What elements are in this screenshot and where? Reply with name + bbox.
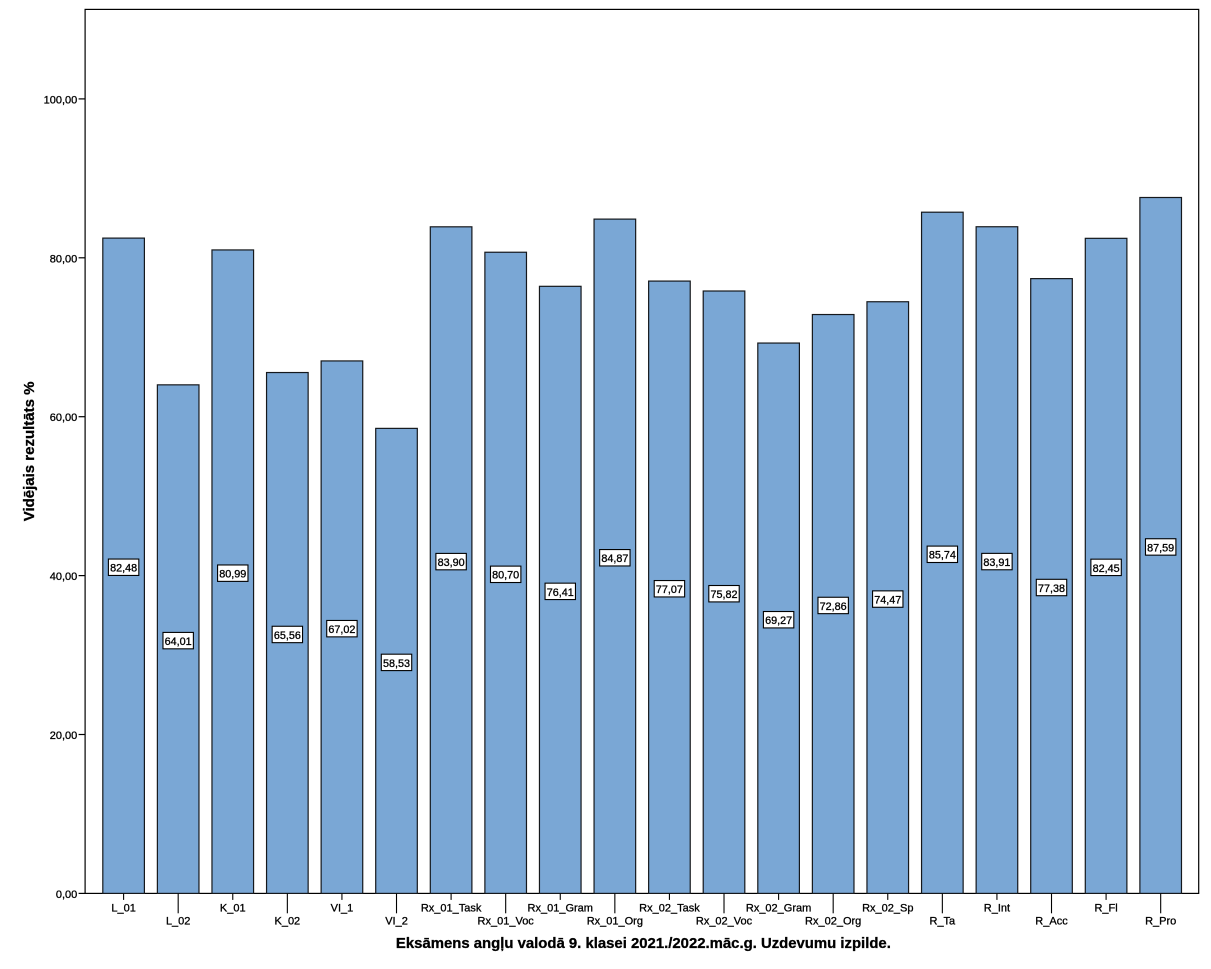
svg-text:72,86: 72,86 (820, 601, 847, 613)
svg-text:82,48: 82,48 (110, 563, 137, 575)
svg-text:77,38: 77,38 (1038, 583, 1065, 595)
svg-text:77,07: 77,07 (656, 584, 683, 596)
svg-text:80,99: 80,99 (219, 569, 246, 581)
svg-text:Eksāmens angļu valodā 9. klase: Eksāmens angļu valodā 9. klasei 2021./20… (396, 936, 891, 952)
svg-text:80,70: 80,70 (492, 570, 519, 582)
svg-text:VI_1: VI_1 (331, 903, 354, 915)
svg-text:R_Acc: R_Acc (1035, 916, 1068, 928)
svg-text:VI_2: VI_2 (385, 916, 408, 928)
svg-text:Rx_01_Task: Rx_01_Task (421, 903, 482, 915)
svg-text:K_02: K_02 (274, 916, 300, 928)
svg-text:R_Pro: R_Pro (1145, 916, 1176, 928)
svg-text:L_01: L_01 (111, 903, 135, 915)
svg-text:Rx_02_Org: Rx_02_Org (805, 916, 861, 928)
svg-text:75,82: 75,82 (710, 589, 737, 601)
svg-text:60,00: 60,00 (50, 412, 78, 424)
svg-text:Rx_01_Gram: Rx_01_Gram (528, 903, 593, 915)
svg-text:K_01: K_01 (220, 903, 246, 915)
svg-text:Rx_02_Voc: Rx_02_Voc (696, 916, 753, 928)
svg-text:58,53: 58,53 (383, 658, 410, 670)
svg-text:Rx_02_Task: Rx_02_Task (639, 903, 700, 915)
svg-text:87,59: 87,59 (1147, 542, 1174, 554)
svg-text:R_Ta: R_Ta (930, 916, 957, 928)
svg-text:20,00: 20,00 (50, 730, 78, 742)
svg-text:67,02: 67,02 (328, 624, 355, 636)
svg-text:R_Fl: R_Fl (1094, 903, 1117, 915)
svg-text:64,01: 64,01 (165, 636, 192, 648)
svg-text:84,87: 84,87 (601, 553, 628, 565)
svg-text:Rx_01_Org: Rx_01_Org (587, 916, 643, 928)
svg-text:L_02: L_02 (166, 916, 190, 928)
svg-text:65,56: 65,56 (274, 630, 301, 642)
svg-text:83,91: 83,91 (983, 557, 1010, 569)
svg-text:Rx_02_Sp: Rx_02_Sp (862, 903, 913, 915)
svg-text:R_Int: R_Int (984, 903, 1010, 915)
svg-text:69,27: 69,27 (765, 615, 792, 627)
svg-text:100,00: 100,00 (44, 94, 78, 106)
svg-text:83,90: 83,90 (438, 557, 465, 569)
svg-text:40,00: 40,00 (50, 571, 78, 583)
svg-text:74,47: 74,47 (874, 594, 901, 606)
svg-text:85,74: 85,74 (929, 550, 956, 562)
svg-text:Rx_01_Voc: Rx_01_Voc (478, 916, 535, 928)
svg-text:Vidējais rezultāts %: Vidējais rezultāts % (21, 382, 38, 522)
svg-text:76,41: 76,41 (547, 587, 574, 599)
svg-text:0,00: 0,00 (56, 889, 77, 901)
svg-text:Rx_02_Gram: Rx_02_Gram (746, 903, 811, 915)
svg-text:82,45: 82,45 (1093, 563, 1120, 575)
svg-text:80,00: 80,00 (50, 253, 78, 265)
